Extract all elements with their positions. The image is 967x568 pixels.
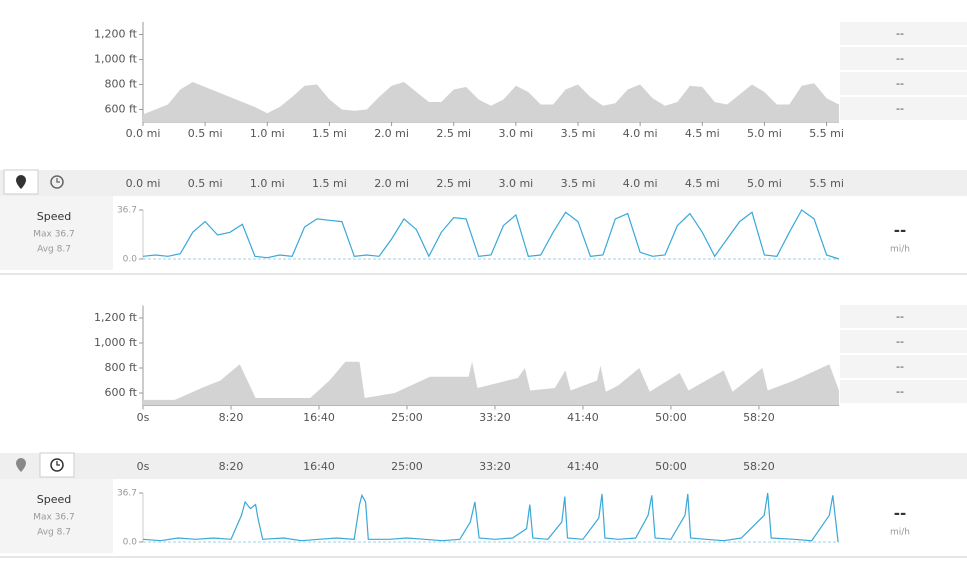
x-tick-label: 4.0 mi — [623, 127, 658, 140]
x-tick-label: 58:20 — [743, 460, 775, 473]
speed-max: Max 36.7 — [33, 230, 75, 240]
speed-value: -- — [894, 505, 906, 523]
y-tick-label: 0.0 — [123, 255, 138, 265]
x-tick-label: 25:00 — [391, 411, 423, 424]
speed-max: Max 36.7 — [33, 513, 75, 523]
x-tick-label: 33:20 — [479, 460, 511, 473]
y-tick-label: 1,200 ft — [94, 311, 138, 324]
x-tick-label: 4.0 mi — [623, 177, 658, 190]
y-tick-label: 36.7 — [117, 206, 137, 216]
y-tick-label: 600 ft — [105, 103, 138, 116]
x-tick-label: 0.0 mi — [126, 177, 161, 190]
x-tick-label: 16:40 — [303, 411, 335, 424]
axis-strip — [0, 170, 967, 196]
x-tick-label: 41:40 — [567, 411, 599, 424]
x-tick-label: 0s — [137, 460, 150, 473]
x-tick-label: 2.0 mi — [374, 127, 409, 140]
x-tick-label: 8:20 — [219, 411, 244, 424]
x-tick-label: 4.5 mi — [685, 177, 720, 190]
stat: -- — [896, 27, 904, 40]
x-tick-label: 3.0 mi — [498, 127, 533, 140]
speed-unit: mi/h — [890, 528, 910, 538]
stat: -- — [896, 360, 904, 373]
x-tick-label: 50:00 — [655, 411, 687, 424]
x-tick-label: 2.5 mi — [436, 177, 471, 190]
y-tick-label: 800 ft — [105, 78, 138, 91]
x-tick-label: 1.5 mi — [312, 177, 347, 190]
x-tick-label: 2.5 mi — [436, 127, 471, 140]
y-tick-label: 36.7 — [117, 489, 137, 499]
x-tick-label: 25:00 — [391, 460, 423, 473]
x-tick-label: 8:20 — [219, 460, 244, 473]
x-tick-label: 5.0 mi — [747, 177, 782, 190]
speed-line — [142, 209, 840, 260]
stats-column: -- -- -- -- — [840, 22, 967, 120]
x-tick-label: 41:40 — [567, 460, 599, 473]
x-tick-label: 33:20 — [479, 411, 511, 424]
speed-label: Speed — [37, 210, 71, 223]
x-tick-label: 0.5 mi — [188, 127, 223, 140]
x-tick-label: 50:00 — [655, 460, 687, 473]
speed-label-box — [0, 479, 113, 553]
speed-line — [142, 492, 839, 543]
clock-icon — [50, 458, 64, 472]
elevation-area — [143, 82, 839, 122]
stat: -- — [896, 335, 904, 348]
pin-icon — [16, 458, 26, 472]
y-tick-label: 1,200 ft — [94, 28, 138, 41]
stats-column: -- -- -- -- — [840, 305, 967, 403]
x-tick-label: 0s — [137, 411, 150, 424]
elevation-area — [143, 361, 839, 406]
stat: -- — [896, 310, 904, 323]
y-tick-label: 600 ft — [105, 386, 138, 399]
speed-label: Speed — [37, 493, 71, 506]
x-tick-label: 2.0 mi — [374, 177, 409, 190]
x-tick-label: 0.5 mi — [188, 177, 223, 190]
stat: -- — [896, 385, 904, 398]
stat: -- — [896, 52, 904, 65]
y-tick-label: 1,000 ft — [94, 53, 138, 66]
y-tick-label: 800 ft — [105, 361, 138, 374]
x-tick-label: 3.5 mi — [561, 127, 596, 140]
speed-label-box — [0, 196, 113, 270]
y-tick-label: 1,000 ft — [94, 336, 138, 349]
x-tick-label: 16:40 — [303, 460, 335, 473]
x-tick-label: 1.0 mi — [250, 177, 285, 190]
x-tick-label: 1.0 mi — [250, 127, 285, 140]
y-tick-label: 0.0 — [123, 538, 138, 548]
axis-strip — [0, 453, 967, 479]
x-tick-label: 1.5 mi — [312, 127, 347, 140]
x-tick-label: 3.0 mi — [498, 177, 533, 190]
x-tick-label: 0.0 mi — [126, 127, 161, 140]
speed-unit: mi/h — [890, 245, 910, 255]
speed-avg: Avg 8.7 — [37, 245, 71, 255]
x-tick-label: 3.5 mi — [561, 177, 596, 190]
speed-avg: Avg 8.7 — [37, 528, 71, 538]
pin-icon — [16, 175, 26, 189]
x-tick-label: 4.5 mi — [685, 127, 720, 140]
x-tick-label: 5.0 mi — [747, 127, 782, 140]
speed-value: -- — [894, 222, 906, 240]
x-tick-label: 5.5 mi — [809, 177, 844, 190]
x-tick-label: 5.5 mi — [809, 127, 844, 140]
clock-icon — [50, 175, 64, 189]
x-tick-label: 58:20 — [743, 411, 775, 424]
stat: -- — [896, 102, 904, 115]
stat: -- — [896, 77, 904, 90]
